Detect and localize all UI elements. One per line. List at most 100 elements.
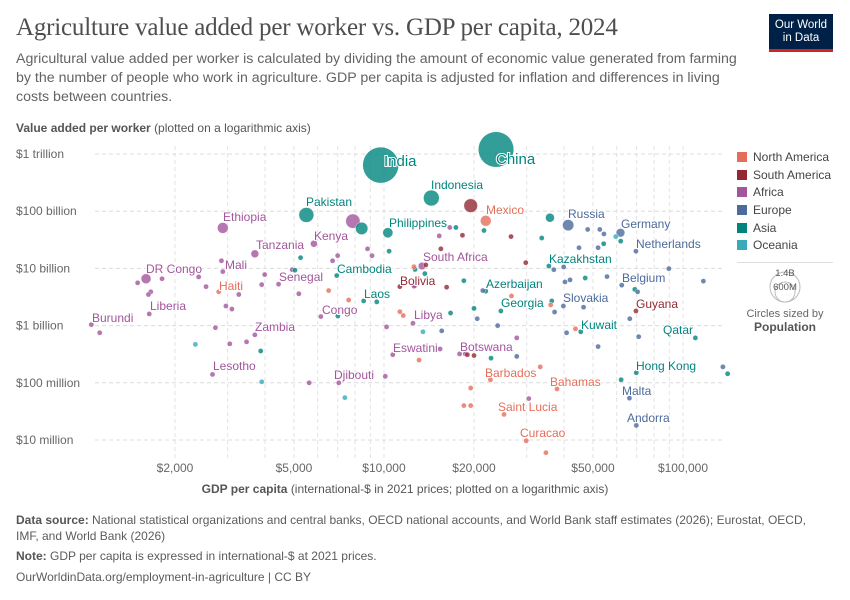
data-point[interactable] <box>386 248 392 254</box>
data-point[interactable] <box>355 222 369 235</box>
legend-item-south-america[interactable]: South America <box>737 166 831 184</box>
point-congo[interactable] <box>318 313 324 320</box>
data-point[interactable] <box>537 364 544 370</box>
data-point[interactable] <box>423 262 429 268</box>
data-point[interactable] <box>226 341 233 347</box>
data-point[interactable] <box>342 394 348 401</box>
point-mali[interactable] <box>220 268 226 275</box>
point-qatar[interactable] <box>692 335 699 341</box>
data-point[interactable] <box>508 233 514 240</box>
data-point[interactable] <box>223 303 229 309</box>
data-point[interactable] <box>563 329 570 336</box>
data-point[interactable] <box>443 284 450 290</box>
point-georgia[interactable] <box>498 308 504 314</box>
data-point[interactable] <box>258 379 265 385</box>
data-point[interactable] <box>461 402 467 409</box>
data-point[interactable] <box>467 402 474 409</box>
data-point[interactable] <box>481 227 487 234</box>
data-point[interactable] <box>383 324 390 330</box>
data-point[interactable] <box>461 277 467 284</box>
point-curacao[interactable] <box>523 437 530 444</box>
data-point[interactable] <box>236 291 242 298</box>
data-point[interactable] <box>159 275 165 282</box>
point-zambia[interactable] <box>252 332 258 338</box>
data-point[interactable] <box>422 270 428 277</box>
data-point[interactable] <box>453 224 459 231</box>
point-haiti[interactable] <box>215 288 222 295</box>
data-point[interactable] <box>456 351 463 357</box>
data-point[interactable] <box>335 379 342 386</box>
data-point[interactable] <box>447 310 454 316</box>
data-point[interactable] <box>400 312 407 319</box>
point-dr-congo[interactable] <box>140 273 152 284</box>
data-point[interactable] <box>601 231 607 237</box>
data-point[interactable] <box>513 353 520 360</box>
data-point[interactable] <box>292 267 298 274</box>
point-lesotho[interactable] <box>209 371 216 378</box>
data-point[interactable] <box>597 226 603 233</box>
point-slovakia[interactable] <box>560 303 567 309</box>
data-point[interactable] <box>635 333 642 340</box>
point-guyana[interactable] <box>633 308 639 314</box>
data-point[interactable] <box>437 346 443 352</box>
data-point[interactable] <box>464 351 471 358</box>
point-barbados[interactable] <box>487 376 494 383</box>
data-point[interactable] <box>447 224 453 231</box>
legend-item-africa[interactable]: Africa <box>737 183 831 201</box>
point-kenya[interactable] <box>310 239 318 248</box>
data-point[interactable] <box>618 376 624 383</box>
data-point[interactable] <box>595 343 601 350</box>
data-point[interactable] <box>420 328 426 335</box>
point-bolivia[interactable] <box>397 283 403 290</box>
data-point[interactable] <box>720 364 726 370</box>
data-point[interactable] <box>463 198 478 213</box>
data-point[interactable] <box>612 233 619 240</box>
point-tanzania[interactable] <box>250 249 260 258</box>
legend-item-oceania[interactable]: Oceania <box>737 236 831 254</box>
data-point[interactable] <box>436 233 443 239</box>
data-point[interactable] <box>306 379 312 386</box>
data-point[interactable] <box>192 341 199 348</box>
data-point[interactable] <box>438 328 445 334</box>
data-point[interactable] <box>543 449 549 456</box>
point-djibouti[interactable] <box>382 373 389 380</box>
data-point[interactable] <box>494 322 501 329</box>
data-point[interactable] <box>411 283 417 289</box>
point-belgium[interactable] <box>618 282 625 288</box>
point-bahamas[interactable] <box>554 386 560 392</box>
data-point[interactable] <box>538 235 545 241</box>
data-point[interactable] <box>666 265 672 272</box>
data-point[interactable] <box>243 339 250 345</box>
point-ethiopia[interactable] <box>217 222 229 234</box>
data-point[interactable] <box>595 244 601 251</box>
point-mexico[interactable] <box>480 215 492 227</box>
data-point[interactable] <box>416 357 422 363</box>
point-indonesia[interactable] <box>423 189 440 207</box>
data-point[interactable] <box>229 306 235 312</box>
data-point[interactable] <box>551 266 557 273</box>
data-point[interactable] <box>547 302 554 308</box>
point-senegal[interactable] <box>275 281 282 287</box>
data-point[interactable] <box>562 279 568 285</box>
data-point[interactable] <box>203 283 209 290</box>
data-point[interactable] <box>474 315 481 322</box>
point-kuwait[interactable] <box>577 328 584 335</box>
point-china[interactable] <box>478 131 514 168</box>
data-point[interactable] <box>582 275 589 281</box>
data-point[interactable] <box>508 293 515 299</box>
point-netherlands[interactable] <box>633 248 639 254</box>
point-malta[interactable] <box>626 395 633 401</box>
data-point[interactable] <box>471 352 477 359</box>
data-point[interactable] <box>258 281 265 288</box>
data-point[interactable] <box>360 298 367 304</box>
data-point[interactable] <box>580 304 587 310</box>
point-laos[interactable] <box>373 299 380 305</box>
data-point[interactable] <box>345 297 352 303</box>
point-libya[interactable] <box>410 320 416 327</box>
source-url[interactable]: OurWorldinData.org/employment-in-agricul… <box>16 570 312 584</box>
data-point[interactable] <box>364 246 371 252</box>
point-cambodia[interactable] <box>333 272 340 279</box>
data-point[interactable] <box>335 313 341 319</box>
data-point[interactable] <box>724 370 731 377</box>
data-point[interactable] <box>296 290 302 297</box>
